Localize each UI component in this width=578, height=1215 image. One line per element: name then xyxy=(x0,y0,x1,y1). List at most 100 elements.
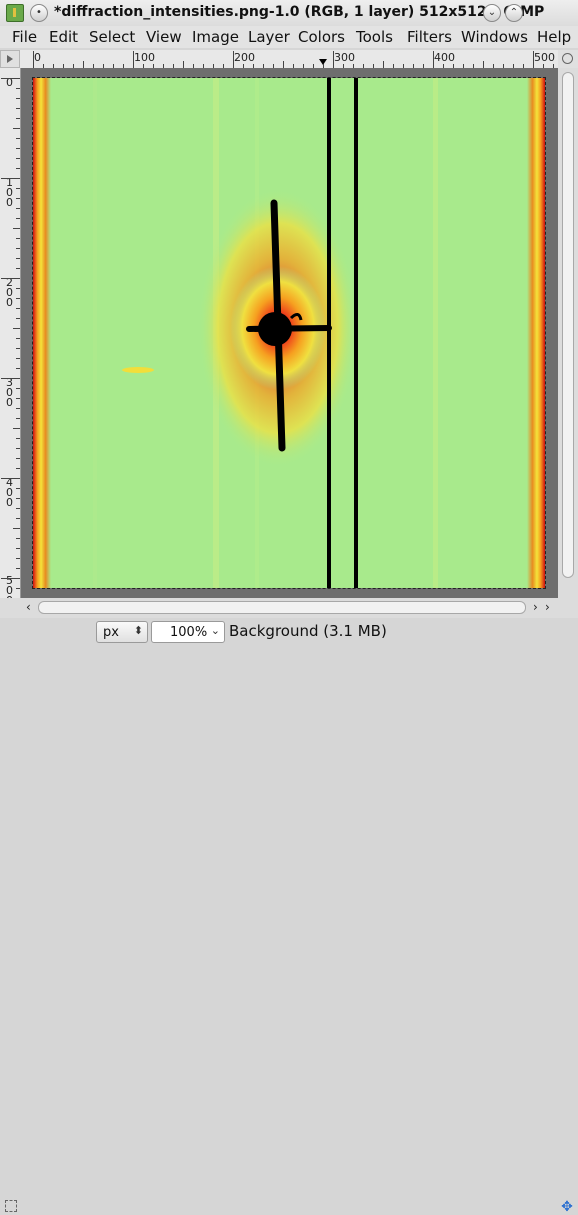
horizontal-ruler[interactable]: 0 100 200 300 400 500 xyxy=(20,50,558,69)
ruler-tick xyxy=(16,168,20,169)
ruler-label: 0 xyxy=(6,76,13,89)
ruler-corner-button[interactable] xyxy=(0,50,20,68)
ruler-tick xyxy=(16,198,20,199)
ruler-tick xyxy=(543,64,544,68)
vertical-ruler[interactable]: 0 100 200 300 400 500 xyxy=(0,68,21,606)
ruler-tick xyxy=(16,118,20,119)
ruler-tick xyxy=(16,88,20,89)
ruler-tick xyxy=(63,64,64,68)
ruler-tick xyxy=(93,64,94,68)
ruler-tick xyxy=(16,338,20,339)
ruler-label: 0 xyxy=(34,51,41,64)
ruler-tick xyxy=(73,64,74,68)
ruler-tick xyxy=(1,378,20,379)
horizontal-scroll-thumb[interactable] xyxy=(38,601,526,614)
ruler-tick xyxy=(133,51,134,68)
zoom-value: 100% xyxy=(170,625,208,640)
ruler-tick xyxy=(223,64,224,68)
ruler-tick xyxy=(13,428,20,429)
ruler-tick xyxy=(393,64,394,68)
ruler-tick xyxy=(523,64,524,68)
ruler-tick xyxy=(16,138,20,139)
chevron-up-icon: ⌃ xyxy=(509,7,519,18)
ruler-tick xyxy=(16,438,20,439)
ruler-tick xyxy=(13,228,20,229)
ruler-tick xyxy=(453,64,454,68)
ruler-tick xyxy=(16,588,20,589)
scroll-right-arrow-icon[interactable]: › xyxy=(533,600,538,614)
navigate-icon[interactable]: ✥ xyxy=(561,1199,573,1215)
minimize-button[interactable]: ⌄ xyxy=(483,4,501,22)
ruler-tick xyxy=(16,208,20,209)
quick-mask-toggle-icon[interactable] xyxy=(5,1200,17,1212)
menu-file[interactable]: File xyxy=(12,28,38,46)
maximize-button[interactable]: ⌃ xyxy=(505,4,523,22)
chevron-down-icon: ⌄ xyxy=(210,624,220,637)
ruler-tick xyxy=(343,64,344,68)
menu-windows[interactable]: Windows xyxy=(461,28,528,46)
menu-select[interactable]: Select xyxy=(89,28,136,46)
ruler-label: 100 xyxy=(134,51,155,64)
ruler-tick xyxy=(16,568,20,569)
pointer-position-marker xyxy=(319,59,327,65)
ruler-tick xyxy=(1,478,20,479)
menu-image[interactable]: Image xyxy=(192,28,239,46)
ruler-tick xyxy=(513,64,514,68)
ruler-tick xyxy=(16,298,20,299)
unit-value: px xyxy=(103,625,119,640)
ruler-tick xyxy=(16,238,20,239)
window-menu-icon[interactable]: • xyxy=(30,4,48,22)
scroll-left-arrow-icon[interactable]: ‹ xyxy=(26,600,31,614)
chevron-down-icon: ⌄ xyxy=(487,7,497,18)
zoom-select[interactable]: 100% ⌄ xyxy=(151,621,225,643)
menu-edit[interactable]: Edit xyxy=(49,28,79,46)
horizontal-scrollbar[interactable]: ‹ › › ✥ xyxy=(0,598,578,1214)
ruler-tick xyxy=(473,64,474,68)
scroll-right-arrow-icon[interactable]: › xyxy=(545,600,550,614)
ruler-tick xyxy=(403,64,404,68)
vertical-scroll-thumb[interactable] xyxy=(562,72,574,578)
menu-filters[interactable]: Filters xyxy=(407,28,452,46)
ruler-tick xyxy=(373,64,374,68)
unit-select[interactable]: px ⬍ xyxy=(96,621,148,643)
menu-tools[interactable]: Tools xyxy=(356,28,393,46)
ruler-tick xyxy=(16,98,20,99)
menu-colors[interactable]: Colors xyxy=(298,28,345,46)
image-canvas[interactable] xyxy=(21,68,558,598)
ruler-tick xyxy=(283,61,284,68)
menu-bar: File Edit Select View Image Layer Colors… xyxy=(0,26,578,48)
ruler-tick xyxy=(16,348,20,349)
ruler-tick xyxy=(16,498,20,499)
ruler-tick xyxy=(13,528,20,529)
ruler-label: 200 xyxy=(6,276,13,309)
ruler-tick xyxy=(313,64,314,68)
ruler-tick xyxy=(463,64,464,68)
ruler-tick xyxy=(43,64,44,68)
ruler-label: 200 xyxy=(234,51,255,64)
ruler-tick xyxy=(163,64,164,68)
ruler-tick xyxy=(16,468,20,469)
ruler-tick xyxy=(16,418,20,419)
ruler-label: 500 xyxy=(534,51,555,64)
ruler-tick xyxy=(16,358,20,359)
spin-arrows-icon: ⬍ xyxy=(133,624,143,637)
title-bar: • *diffraction_intensities.png-1.0 (RGB,… xyxy=(0,0,578,27)
zoom-image-icon[interactable] xyxy=(558,50,578,68)
ruler-tick xyxy=(16,318,20,319)
ruler-tick xyxy=(16,308,20,309)
ruler-tick xyxy=(353,64,354,68)
menu-view[interactable]: View xyxy=(146,28,182,46)
ruler-tick xyxy=(363,64,364,68)
gimp-app-icon[interactable] xyxy=(6,4,24,22)
ruler-tick xyxy=(243,64,244,68)
ruler-label: 400 xyxy=(6,476,13,509)
ruler-tick xyxy=(16,448,20,449)
ruler-tick xyxy=(483,61,484,68)
vertical-scrollbar[interactable] xyxy=(558,68,578,598)
ruler-tick xyxy=(1,78,20,79)
ruler-tick xyxy=(53,64,54,68)
menu-layer[interactable]: Layer xyxy=(248,28,290,46)
menu-help[interactable]: Help xyxy=(537,28,572,46)
ruler-tick xyxy=(16,188,20,189)
diffraction-image[interactable] xyxy=(32,77,546,589)
